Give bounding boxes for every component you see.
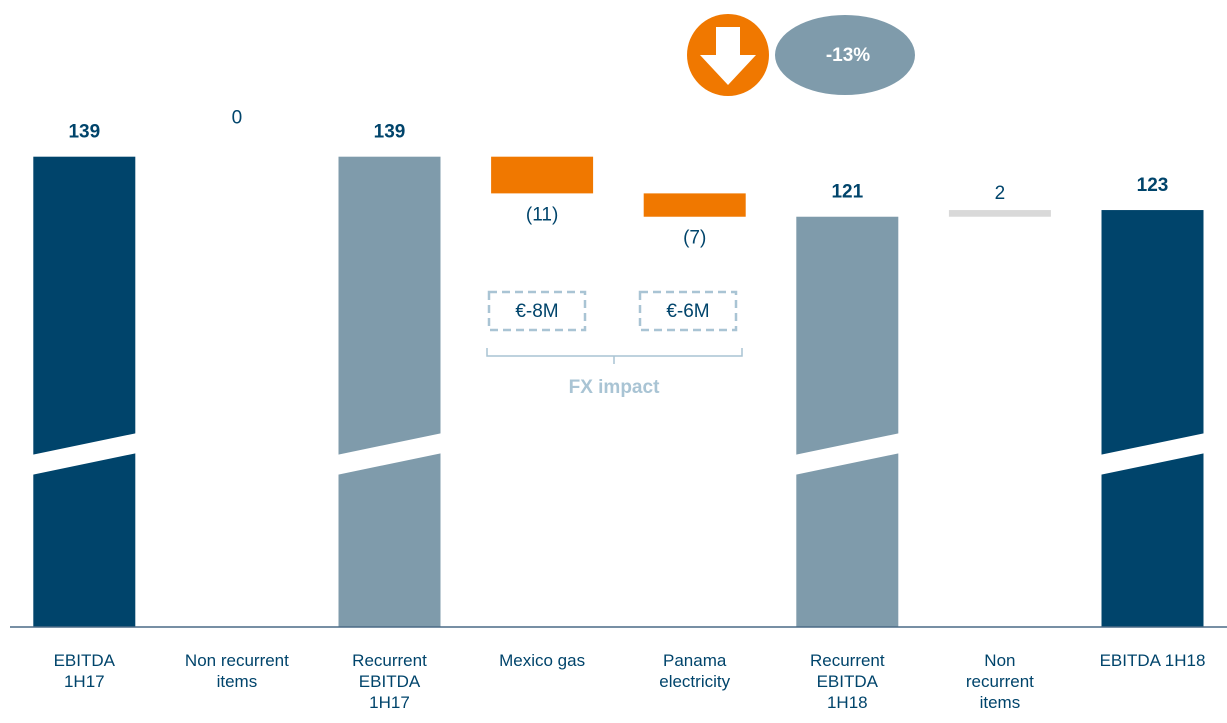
- bar: [643, 193, 746, 217]
- x-tick-label: Non recurrent items: [184, 651, 289, 691]
- bar: [491, 156, 594, 194]
- fx-box: [487, 290, 587, 332]
- x-tick-label: Non recurrent items: [965, 651, 1034, 712]
- value-label: 0: [232, 108, 243, 129]
- bar: [33, 156, 136, 627]
- axis-break: [1099, 433, 1206, 475]
- x-tick-label: Panama electricity: [659, 651, 731, 691]
- x-tick-label: EBITDA 1H17: [53, 651, 115, 691]
- value-label: 139: [68, 122, 100, 143]
- value-label: 121: [831, 182, 863, 203]
- axis-break: [336, 433, 443, 475]
- axis-break: [31, 433, 138, 475]
- x-tick-label: Recurrent EBITDA 1H17: [352, 651, 427, 712]
- fx-label: FX impact: [569, 377, 660, 398]
- value-label: 123: [1137, 175, 1169, 196]
- fx-bracket: [486, 348, 743, 364]
- value-label: (7): [683, 228, 706, 249]
- bar: [796, 216, 899, 627]
- value-label: 2: [995, 183, 1006, 204]
- change-label: -13%: [826, 45, 870, 66]
- value-label: (11): [526, 204, 558, 225]
- bar: [948, 210, 1051, 217]
- value-label: 139: [374, 122, 406, 143]
- axis-break: [794, 433, 901, 475]
- change-bubble: [775, 15, 915, 95]
- bar: [1101, 210, 1204, 627]
- fx-box: [638, 290, 738, 332]
- bar: [338, 156, 441, 627]
- x-tick-label: Recurrent EBITDA 1H18: [809, 651, 885, 712]
- x-tick-label: Mexico gas: [499, 651, 586, 670]
- x-tick-label: EBITDA 1H18: [1099, 651, 1206, 670]
- down-arrow: [700, 27, 756, 85]
- fx-box-label: €-6M: [666, 301, 709, 322]
- fx-box-label: €-8M: [515, 301, 558, 322]
